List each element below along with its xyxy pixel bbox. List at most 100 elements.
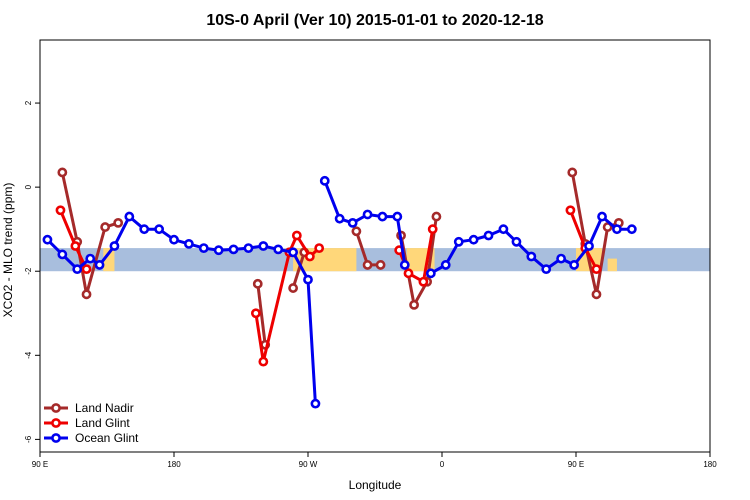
data-point — [440, 260, 451, 270]
series-line — [291, 251, 306, 289]
data-point — [273, 244, 284, 255]
data-point — [425, 268, 436, 279]
data-point — [375, 260, 386, 270]
y-tick-label: -6 — [24, 435, 33, 443]
data-point — [468, 234, 479, 245]
data-point — [228, 244, 239, 255]
data-point — [57, 167, 68, 178]
data-point — [347, 217, 358, 228]
legend-swatch-marker — [51, 418, 61, 428]
legend-item-ocean-glint: Ocean Glint — [44, 431, 139, 445]
legend-label: Land Nadir — [75, 401, 134, 415]
x-tick-label: 180 — [703, 460, 717, 469]
data-point — [314, 243, 325, 254]
data-point — [243, 243, 254, 254]
data-point — [72, 264, 83, 275]
data-point — [334, 213, 345, 224]
data-point — [85, 253, 96, 264]
data-point — [81, 289, 92, 300]
data-point — [70, 241, 81, 251]
data-point — [362, 260, 373, 270]
series-line — [256, 283, 267, 345]
data-point — [427, 224, 438, 235]
x-tick-label: 90 W — [299, 460, 318, 469]
legend-swatch-marker — [51, 403, 61, 413]
data-point — [569, 260, 580, 270]
legend-item-land-nadir: Land Nadir — [44, 401, 134, 415]
x-axis-label: Longitude — [349, 478, 402, 492]
data-point — [511, 236, 522, 247]
y-tick-label: -2 — [24, 267, 33, 275]
series-ocean-glint — [42, 175, 637, 409]
data-point — [42, 234, 53, 245]
data-point — [94, 260, 105, 270]
data-point — [303, 274, 313, 285]
data-point — [392, 211, 403, 222]
data-point — [198, 243, 209, 254]
data-point — [252, 278, 263, 289]
data-point — [565, 205, 576, 216]
data-point — [362, 209, 373, 220]
chart-title: 10S-0 April (Ver 10) 2015-01-01 to 2020-… — [206, 12, 543, 29]
data-point — [597, 211, 607, 222]
data-point — [377, 211, 388, 222]
data-point — [250, 308, 261, 319]
plot-area: 90 E 180 90 W 0 90 E 180 -6 -4 -2 0 2 — [24, 39, 717, 469]
data-point — [291, 230, 302, 241]
data-point — [591, 289, 602, 300]
data-point — [351, 226, 362, 237]
data-point — [109, 241, 120, 251]
data-point — [526, 251, 537, 262]
data-point — [57, 249, 68, 260]
x-tick-label: 90 E — [32, 460, 48, 469]
data-point — [431, 211, 442, 222]
y-tick-label: 2 — [24, 100, 33, 105]
data-point — [403, 268, 414, 279]
legend-label: Ocean Glint — [75, 431, 139, 445]
data-point — [139, 224, 150, 235]
data-point — [124, 211, 135, 222]
data-point — [418, 276, 429, 287]
x-tick-label: 180 — [167, 460, 181, 469]
data-point — [541, 264, 552, 275]
data-point — [612, 224, 622, 235]
data-point — [304, 251, 315, 262]
data-point — [453, 236, 464, 247]
y-tick-label: -4 — [24, 351, 33, 359]
data-point — [310, 398, 321, 409]
y-tick-label: 0 — [24, 184, 33, 189]
data-point — [258, 241, 269, 251]
x-tick-label: 90 E — [568, 460, 584, 469]
data-point — [409, 299, 419, 310]
data-point — [100, 222, 111, 232]
data-point — [258, 356, 269, 367]
data-point — [591, 264, 602, 275]
data-point — [556, 253, 567, 264]
data-point — [213, 245, 224, 256]
land-region-0 — [103, 248, 115, 272]
data-point — [288, 247, 299, 258]
data-point — [113, 217, 124, 228]
y-axis-label: XCO2 - MLO trend (ppm) — [1, 183, 15, 318]
data-point — [399, 260, 410, 270]
data-point — [319, 175, 330, 186]
data-point — [288, 283, 299, 293]
legend-label: Land Glint — [75, 416, 130, 430]
plot-frame — [39, 39, 711, 453]
data-point — [567, 167, 578, 178]
data-point — [154, 224, 165, 235]
data-point — [602, 222, 613, 232]
land-region-4 — [607, 258, 617, 272]
data-point — [584, 241, 594, 251]
data-point — [498, 224, 509, 235]
data-point — [483, 230, 494, 241]
data-point — [55, 205, 66, 216]
data-point — [81, 264, 92, 275]
data-point — [169, 234, 179, 245]
legend-item-land-glint: Land Glint — [44, 416, 130, 430]
legend-swatch-marker — [51, 433, 61, 443]
data-point — [183, 238, 194, 249]
data-point — [626, 224, 637, 235]
